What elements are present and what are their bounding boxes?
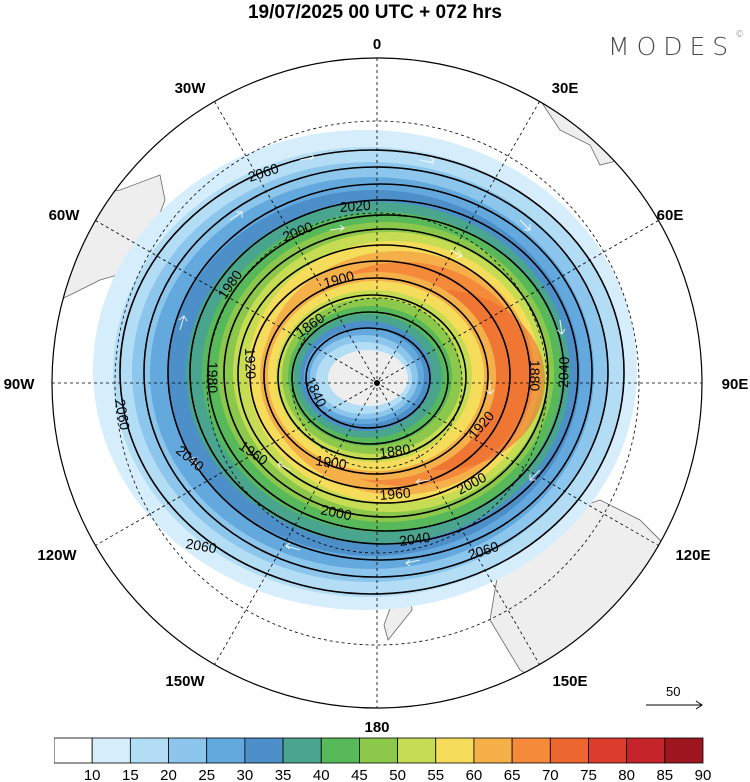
lon-label-60w: 60W [49,207,81,224]
colorbar-box [168,737,208,764]
colorbar-box [664,737,704,764]
contour-label: 2020 [339,197,371,215]
colorbar-tick-label: 30 [237,767,254,782]
contour-label: 2040 [398,529,431,549]
colorbar-tick-label: 20 [160,767,177,782]
vector-reference-value: 50 [666,684,681,699]
height-contours [119,149,625,595]
colorbar-tick-label: 65 [504,767,521,782]
colorbar-box [588,737,628,764]
colorbar-box [549,737,589,764]
contour-label: 1880 [527,360,543,391]
colorbar-box [129,737,169,764]
colorbar-tick-label: 10 [84,767,101,782]
map-border [51,57,703,709]
contour-label: 2060 [112,398,133,432]
colorbar-box [359,737,398,764]
colorbar-tick-label: 90 [695,767,712,782]
arrow-right-icon [646,700,703,710]
lon-label-0: 0 [373,36,381,53]
contour-label: 1960 [379,484,412,503]
colorbar-tick-label: 45 [351,767,368,782]
colorbar-tick-label: 40 [313,767,330,782]
contour-label: 1900 [322,267,356,291]
lon-label-30e: 30E [552,80,579,97]
colorbar-tick-label: 50 [389,767,406,782]
lon-label-90e: 90E [722,376,749,393]
colorbar-box [397,737,437,764]
colorbar-box [244,737,284,764]
colorbar-box [320,737,360,764]
brand-text: MODES [608,32,736,61]
lon-label-150w: 150W [165,673,205,690]
colorbar-tick-label: 35 [275,767,292,782]
lon-label-180: 180 [364,719,389,736]
lon-label-60e: 60E [657,207,684,224]
colorbar-box [91,737,131,764]
contour-label: 1980 [205,362,221,393]
colorbar-tick-label: 15 [122,767,139,782]
lon-label-150e: 150E [552,673,587,690]
lon-label-120w: 120W [37,547,77,564]
colorbar-box [435,737,475,764]
lon-label-90w: 90W [4,376,36,393]
contour-label: 2040 [555,356,572,388]
colorbar-box [206,737,246,764]
wind-vectors [178,153,566,567]
colorbar-labels: 10 15 20 25 30 35 40 45 50 55 60 65 70 75 80 85 90 [84,767,712,782]
colorbar-tick-label: 25 [198,767,215,782]
colorbar: 10 15 20 25 30 35 40 45 50 55 60 65 70 75 80 85 90 [54,737,712,782]
contour-label: 1920 [242,348,259,380]
contour-label: 2060 [184,535,218,556]
colorbar-tick-label: 55 [427,767,444,782]
lon-label-120e: 120E [675,547,710,564]
colorbar-tick-label: 85 [656,767,673,782]
contour-label: 1880 [378,441,411,461]
brand-mark: © [735,30,745,40]
map-title: 19/07/2025 00 UTC + 072 hrs [247,2,503,23]
colorbar-tick-label: 75 [580,767,597,782]
colorbar-tick-label: 80 [618,767,635,782]
vector-reference: 50 [640,684,710,714]
pole-marker [374,380,380,386]
contour-label: 2000 [319,501,353,523]
longitude-labels: 0 30E 60E 90E 120E 150E 180 150W 120W 90… [4,36,749,736]
colorbar-tick-label: 60 [466,767,483,782]
lon-label-30w: 30W [175,80,207,97]
colorbar-boxes [54,737,704,764]
colorbar-box [54,737,93,764]
colorbar-box [282,737,322,764]
contour-label: 1900 [315,452,348,472]
colorbar-tick-label: 70 [542,767,559,782]
colorbar-box [511,737,551,764]
colorbar-box [626,737,666,764]
colorbar-box [473,737,513,764]
brand-logo: MODES© [608,30,745,61]
